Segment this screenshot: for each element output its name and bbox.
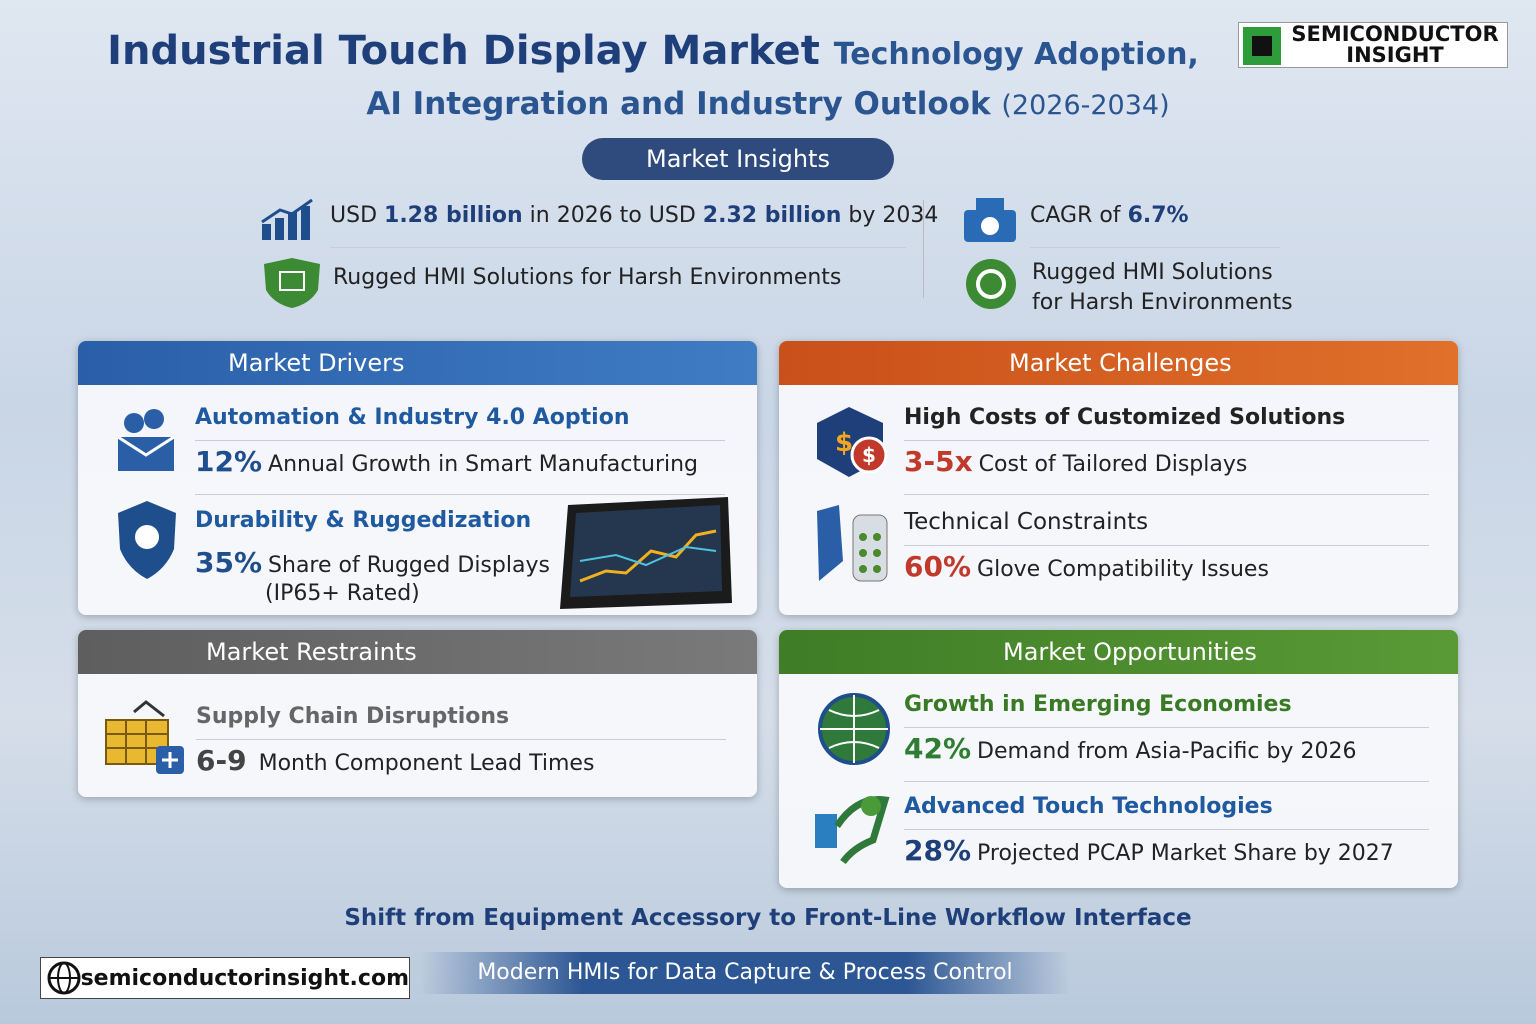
- cagr: CAGR of 6.7%: [1030, 203, 1189, 228]
- panel-heading: Market Restraints: [78, 630, 757, 674]
- insights-heading: Market Insights: [582, 138, 894, 180]
- divider: [904, 545, 1429, 546]
- stat-text: Cost of Tailored Displays: [978, 452, 1248, 477]
- item-title: Supply Chain Disruptions: [196, 704, 510, 729]
- touch-icon: [815, 796, 890, 865]
- size-value: 2.32 billion: [702, 203, 842, 228]
- panel-heading: Market Opportunities: [779, 630, 1458, 674]
- website[interactable]: semiconductorinsight.com: [40, 957, 410, 999]
- growth-icon: [261, 198, 313, 240]
- item-title: Durability & Ruggedization: [195, 508, 532, 533]
- panel-heading: Market Drivers: [78, 341, 757, 385]
- subtagline: Modern HMIs for Data Capture & Process C…: [420, 952, 1070, 994]
- size-text: USD: [330, 203, 378, 228]
- stat-text: Projected PCAP Market Share by 2027: [977, 841, 1394, 866]
- item-title: Technical Constraints: [904, 509, 1149, 535]
- divider: [195, 494, 725, 495]
- item-title: High Costs of Customized Solutions: [904, 405, 1346, 430]
- subtitle: AI Integration and Industry Outlook (202…: [0, 86, 1536, 122]
- logo-line2: INSIGHT: [1346, 43, 1444, 67]
- item-stat: 42% Demand from Asia-Pacific by 2026: [904, 732, 1356, 765]
- stat-text: Annual Growth in Smart Manufacturing: [268, 452, 699, 477]
- display-image: [560, 497, 732, 609]
- logo: SEMICONDUCTOR INSIGHT: [1238, 22, 1508, 68]
- stat-text: Demand from Asia-Pacific by 2026: [977, 739, 1357, 764]
- divider: [904, 781, 1429, 782]
- item-title: Automation & Industry 4.0 Aoption: [195, 405, 630, 430]
- glove-icon: [817, 505, 888, 582]
- logo-line1: SEMICONDUCTOR: [1291, 22, 1499, 46]
- insight-line: for Harsh Environments: [1032, 290, 1293, 315]
- stat-value: 60%: [904, 550, 972, 583]
- panel-heading: Market Challenges: [779, 341, 1458, 385]
- cagr-icon: [964, 198, 1016, 242]
- stat-text: (IP65+ Rated): [265, 581, 420, 606]
- stat-value: 35%: [195, 546, 263, 579]
- stat-value: 6-9: [196, 744, 247, 777]
- stat-text: Share of Rugged Displays: [268, 553, 550, 578]
- shield-icon: [264, 258, 320, 308]
- item-stat: 35% Share of Rugged Displays (IP65+ Rated): [195, 549, 550, 608]
- stat-text: Glove Compatibility Issues: [977, 557, 1269, 582]
- stat-value: 28%: [904, 834, 972, 867]
- divider: [923, 200, 924, 298]
- cagr-value: 6.7%: [1127, 203, 1189, 228]
- item-stat: 6-9 Month Component Lead Times: [196, 744, 594, 777]
- size-text: in 2026 to USD: [529, 203, 696, 228]
- insight-line: Rugged HMI Solutions: [1032, 260, 1273, 285]
- shield-icon: [118, 501, 176, 579]
- item-stat: 3-5x Cost of Tailored Displays: [904, 445, 1247, 478]
- supply-icon: [105, 700, 184, 774]
- challenges-panel: Market Challenges $ $ High Costs of Custo…: [779, 341, 1458, 615]
- divider: [196, 739, 726, 740]
- globe-icon: [818, 693, 890, 765]
- drivers-panel: Market Drivers Automation & Industry 4.0…: [78, 341, 757, 615]
- title: Industrial Touch Display Market Technolo…: [0, 28, 1536, 74]
- stat-value: 12%: [195, 445, 263, 478]
- cycle-icon: [966, 259, 1016, 309]
- stat-value: 3-5x: [904, 445, 973, 478]
- item-stat: 60% Glove Compatibility Issues: [904, 550, 1269, 583]
- website-url: semiconductorinsight.com: [80, 965, 409, 991]
- divider: [195, 440, 725, 441]
- market-size: USD 1.28 billion in 2026 to USD 2.32 bil…: [330, 203, 938, 228]
- divider: [904, 440, 1429, 441]
- stat-value: 42%: [904, 732, 972, 765]
- insight-item: Rugged HMI Solutions for Harsh Environmen…: [1032, 258, 1293, 318]
- cost-icon: $$: [817, 407, 888, 477]
- gear-icon: [117, 409, 175, 471]
- item-title: Growth in Emerging Economies: [904, 692, 1292, 717]
- globe-icon: [47, 961, 81, 995]
- title-rest: Technology Adoption,: [833, 37, 1199, 72]
- title-main: Industrial Touch Display Market: [107, 28, 820, 74]
- restraints-panel: Market Restraints Supply Chain Disruptio…: [78, 630, 757, 797]
- divider: [904, 727, 1429, 728]
- item-title: Advanced Touch Technologies: [904, 794, 1273, 819]
- logo-text: SEMICONDUCTOR INSIGHT: [1283, 24, 1507, 66]
- divider: [904, 494, 1429, 495]
- divider: [1030, 247, 1280, 248]
- divider: [904, 829, 1429, 830]
- item-stat: 12% Annual Growth in Smart Manufacturing: [195, 445, 698, 478]
- title-years: (2026-2034): [1001, 90, 1170, 121]
- insight-item: Rugged HMI Solutions for Harsh Environme…: [333, 265, 842, 290]
- svg-text:$: $: [862, 443, 876, 467]
- svg-text:$: $: [835, 428, 853, 458]
- title-line2: AI Integration and Industry Outlook: [366, 86, 991, 122]
- size-text: by 2034: [848, 203, 939, 228]
- divider: [330, 247, 906, 248]
- cagr-label: CAGR of: [1030, 203, 1121, 228]
- opportunities-panel: Market Opportunities Growth in Emerging …: [779, 630, 1458, 888]
- stat-text: Month Component Lead Times: [258, 751, 595, 776]
- item-stat: 28% Projected PCAP Market Share by 2027: [904, 834, 1394, 867]
- logo-icon: [1243, 27, 1281, 65]
- tagline: Shift from Equipment Accessory to Front-…: [344, 905, 1192, 931]
- size-value: 1.28 billion: [384, 203, 523, 228]
